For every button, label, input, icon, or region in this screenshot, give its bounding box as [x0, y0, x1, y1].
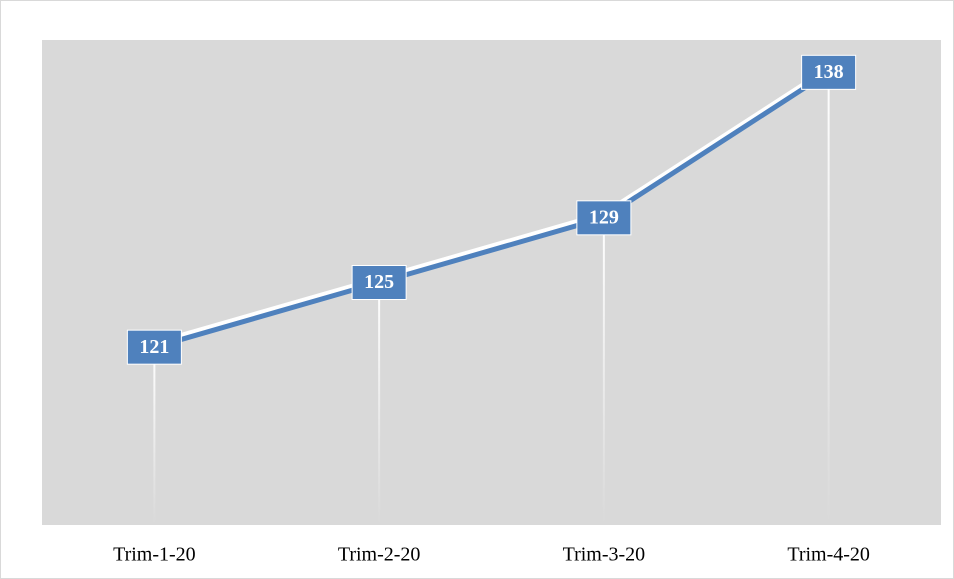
x-tick-label: Trim-4-20 — [787, 544, 870, 566]
data-label-box — [126, 329, 182, 365]
data-label: 138 — [814, 61, 844, 83]
drop-line — [602, 217, 605, 526]
data-label-box — [351, 265, 407, 300]
x-tick-label: Trim-2-20 — [338, 544, 421, 566]
data-label-box — [576, 200, 632, 236]
drop-line — [827, 72, 830, 525]
plot-area — [42, 40, 941, 525]
data-label-box — [801, 54, 857, 90]
data-label-group: 121 — [126, 329, 182, 365]
drop-line — [378, 282, 381, 525]
data-label-group: 138 — [801, 54, 857, 90]
data-label: 125 — [364, 271, 394, 293]
drop-line — [153, 347, 156, 525]
x-tick-label: Trim-3-20 — [563, 544, 646, 566]
line-highlight — [153, 66, 830, 346]
data-label-group: 125 — [351, 265, 407, 300]
data-label: 129 — [589, 206, 619, 228]
x-tick-label: Trim-1-20 — [113, 544, 196, 566]
line-series — [153, 70, 830, 350]
data-label-group: 129 — [576, 200, 632, 236]
data-label: 121 — [139, 336, 169, 358]
